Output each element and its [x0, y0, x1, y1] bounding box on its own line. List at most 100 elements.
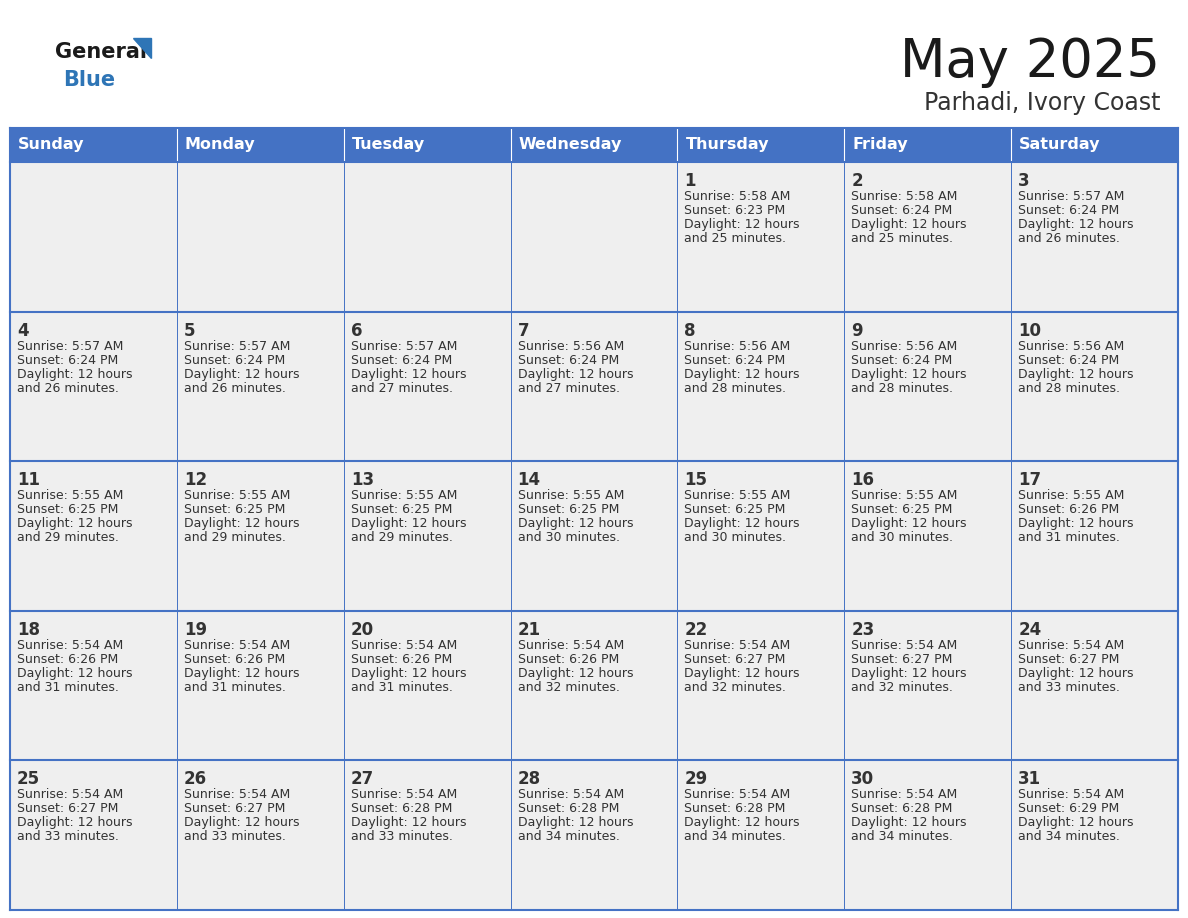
Text: Daylight: 12 hours: Daylight: 12 hours — [1018, 666, 1133, 680]
Bar — [677, 128, 845, 162]
Text: 31: 31 — [1018, 770, 1041, 789]
Text: Daylight: 12 hours: Daylight: 12 hours — [852, 218, 967, 231]
Bar — [1011, 461, 1178, 610]
Text: Daylight: 12 hours: Daylight: 12 hours — [17, 666, 133, 680]
Bar — [677, 461, 845, 610]
Text: Daylight: 12 hours: Daylight: 12 hours — [350, 517, 466, 531]
Text: Daylight: 12 hours: Daylight: 12 hours — [17, 517, 133, 531]
Text: Sunrise: 5:54 AM: Sunrise: 5:54 AM — [852, 789, 958, 801]
Text: Sunrise: 5:54 AM: Sunrise: 5:54 AM — [684, 639, 791, 652]
Text: Daylight: 12 hours: Daylight: 12 hours — [684, 517, 800, 531]
Text: Sunset: 6:24 PM: Sunset: 6:24 PM — [17, 353, 119, 366]
Text: and 33 minutes.: and 33 minutes. — [184, 831, 286, 844]
Text: and 32 minutes.: and 32 minutes. — [852, 681, 953, 694]
Text: Sunday: Sunday — [18, 138, 84, 152]
Text: Daylight: 12 hours: Daylight: 12 hours — [684, 367, 800, 381]
Text: Sunset: 6:28 PM: Sunset: 6:28 PM — [852, 802, 953, 815]
Text: Sunrise: 5:54 AM: Sunrise: 5:54 AM — [1018, 639, 1124, 652]
Text: and 33 minutes.: and 33 minutes. — [350, 831, 453, 844]
Text: Sunrise: 5:55 AM: Sunrise: 5:55 AM — [17, 489, 124, 502]
Text: Daylight: 12 hours: Daylight: 12 hours — [1018, 816, 1133, 829]
Text: and 34 minutes.: and 34 minutes. — [852, 831, 953, 844]
Text: and 30 minutes.: and 30 minutes. — [852, 532, 953, 544]
Text: Sunrise: 5:55 AM: Sunrise: 5:55 AM — [350, 489, 457, 502]
Text: Sunrise: 5:57 AM: Sunrise: 5:57 AM — [184, 340, 290, 353]
Text: 20: 20 — [350, 621, 374, 639]
Text: 22: 22 — [684, 621, 708, 639]
Text: Sunset: 6:28 PM: Sunset: 6:28 PM — [518, 802, 619, 815]
Text: Sunset: 6:24 PM: Sunset: 6:24 PM — [684, 353, 785, 366]
Text: Saturday: Saturday — [1019, 138, 1100, 152]
Text: Tuesday: Tuesday — [352, 138, 425, 152]
Text: Daylight: 12 hours: Daylight: 12 hours — [184, 367, 299, 381]
Text: Sunrise: 5:55 AM: Sunrise: 5:55 AM — [684, 489, 791, 502]
Bar — [845, 760, 1011, 910]
Bar — [177, 461, 343, 610]
Bar — [677, 610, 845, 760]
Text: and 31 minutes.: and 31 minutes. — [1018, 532, 1120, 544]
Text: Sunrise: 5:58 AM: Sunrise: 5:58 AM — [852, 190, 958, 203]
Text: Sunrise: 5:56 AM: Sunrise: 5:56 AM — [518, 340, 624, 353]
Text: Daylight: 12 hours: Daylight: 12 hours — [852, 666, 967, 680]
Text: Sunset: 6:27 PM: Sunset: 6:27 PM — [1018, 653, 1119, 666]
Text: 11: 11 — [17, 471, 40, 489]
Text: and 31 minutes.: and 31 minutes. — [17, 681, 119, 694]
Bar — [10, 128, 177, 162]
Bar — [1011, 610, 1178, 760]
Text: Sunset: 6:24 PM: Sunset: 6:24 PM — [1018, 204, 1119, 217]
Text: 23: 23 — [852, 621, 874, 639]
Text: Daylight: 12 hours: Daylight: 12 hours — [518, 517, 633, 531]
Text: Sunrise: 5:55 AM: Sunrise: 5:55 AM — [852, 489, 958, 502]
Text: Sunrise: 5:54 AM: Sunrise: 5:54 AM — [852, 639, 958, 652]
Text: 3: 3 — [1018, 172, 1030, 190]
Text: Sunrise: 5:55 AM: Sunrise: 5:55 AM — [1018, 489, 1125, 502]
Bar — [343, 461, 511, 610]
Text: Sunset: 6:26 PM: Sunset: 6:26 PM — [518, 653, 619, 666]
Text: Monday: Monday — [185, 138, 255, 152]
Text: Daylight: 12 hours: Daylight: 12 hours — [1018, 367, 1133, 381]
Text: Sunrise: 5:57 AM: Sunrise: 5:57 AM — [17, 340, 124, 353]
Bar — [845, 162, 1011, 311]
Text: 13: 13 — [350, 471, 374, 489]
Text: and 26 minutes.: and 26 minutes. — [17, 382, 119, 395]
Text: and 27 minutes.: and 27 minutes. — [350, 382, 453, 395]
Bar — [343, 128, 511, 162]
Text: and 33 minutes.: and 33 minutes. — [17, 831, 119, 844]
Bar — [511, 461, 677, 610]
Text: Daylight: 12 hours: Daylight: 12 hours — [1018, 218, 1133, 231]
Text: Parhadi, Ivory Coast: Parhadi, Ivory Coast — [923, 91, 1159, 115]
Bar — [343, 162, 511, 311]
Text: and 32 minutes.: and 32 minutes. — [684, 681, 786, 694]
Text: and 30 minutes.: and 30 minutes. — [518, 532, 620, 544]
Text: Sunrise: 5:54 AM: Sunrise: 5:54 AM — [1018, 789, 1124, 801]
Bar — [10, 610, 177, 760]
Text: and 28 minutes.: and 28 minutes. — [852, 382, 953, 395]
Text: Blue: Blue — [63, 70, 115, 90]
Text: 10: 10 — [1018, 321, 1041, 340]
Text: Sunrise: 5:54 AM: Sunrise: 5:54 AM — [17, 789, 124, 801]
Bar — [177, 162, 343, 311]
Text: Sunrise: 5:54 AM: Sunrise: 5:54 AM — [350, 639, 457, 652]
Bar — [677, 162, 845, 311]
Text: 1: 1 — [684, 172, 696, 190]
Text: Daylight: 12 hours: Daylight: 12 hours — [852, 367, 967, 381]
Text: Sunrise: 5:54 AM: Sunrise: 5:54 AM — [518, 639, 624, 652]
Bar — [343, 610, 511, 760]
Text: and 25 minutes.: and 25 minutes. — [852, 232, 953, 245]
Text: 24: 24 — [1018, 621, 1042, 639]
Text: and 34 minutes.: and 34 minutes. — [518, 831, 619, 844]
Text: Sunrise: 5:58 AM: Sunrise: 5:58 AM — [684, 190, 791, 203]
Text: Sunset: 6:25 PM: Sunset: 6:25 PM — [684, 503, 785, 516]
Text: Sunset: 6:25 PM: Sunset: 6:25 PM — [350, 503, 453, 516]
Bar — [1011, 760, 1178, 910]
Text: 14: 14 — [518, 471, 541, 489]
Text: 15: 15 — [684, 471, 707, 489]
Text: Friday: Friday — [852, 138, 908, 152]
Text: Sunset: 6:24 PM: Sunset: 6:24 PM — [518, 353, 619, 366]
Text: Sunrise: 5:56 AM: Sunrise: 5:56 AM — [852, 340, 958, 353]
Text: 29: 29 — [684, 770, 708, 789]
Text: 21: 21 — [518, 621, 541, 639]
Text: Sunset: 6:25 PM: Sunset: 6:25 PM — [17, 503, 119, 516]
Bar — [177, 610, 343, 760]
Text: Daylight: 12 hours: Daylight: 12 hours — [17, 367, 133, 381]
